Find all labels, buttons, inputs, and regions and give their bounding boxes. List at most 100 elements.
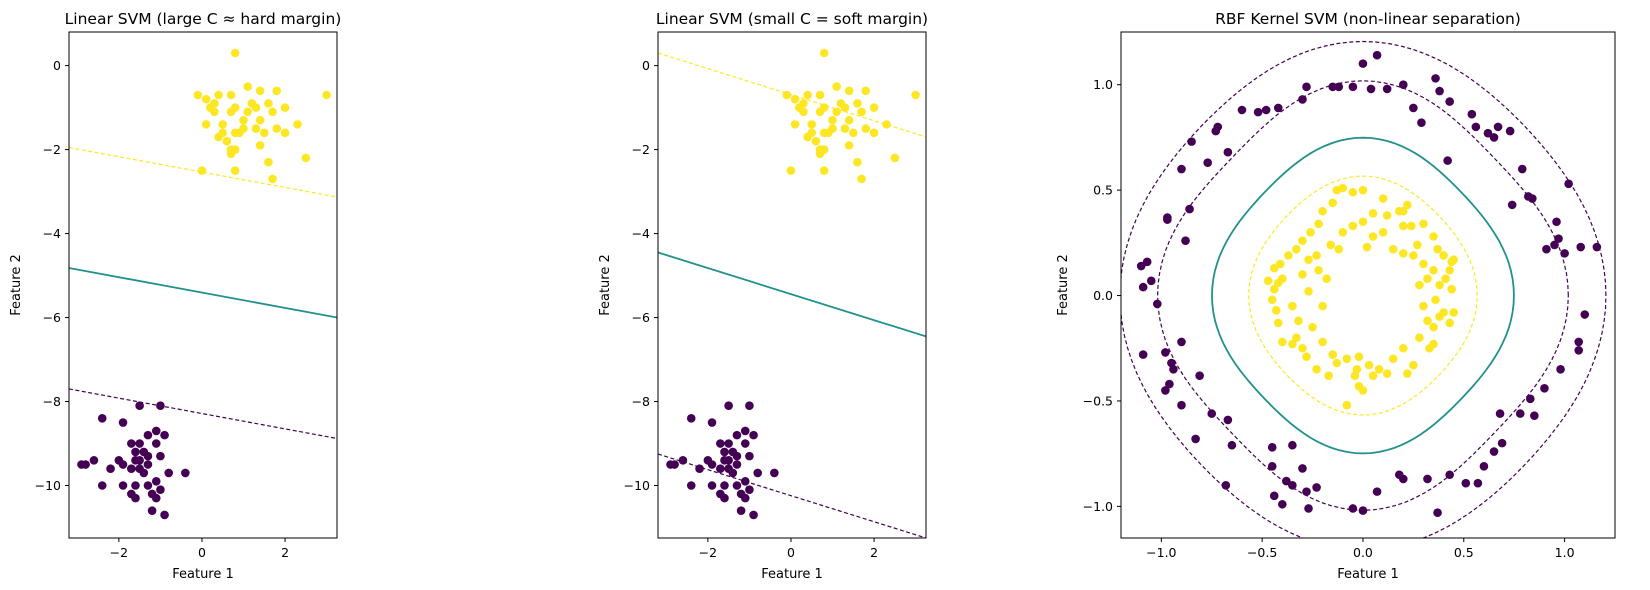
point-class1: [853, 99, 862, 108]
point-class0: [131, 481, 140, 490]
point-class1: [853, 157, 862, 167]
point-class0: [139, 468, 149, 478]
point-class1: [251, 103, 261, 112]
point-class0: [1473, 478, 1483, 488]
point-class1: [280, 103, 290, 112]
point-class0: [1552, 217, 1561, 227]
point-class1: [1318, 301, 1327, 311]
y-tick-label: −10: [35, 478, 61, 493]
point-class0: [1282, 476, 1291, 486]
point-class0: [1507, 200, 1517, 210]
point-class0: [1152, 299, 1162, 309]
y-axis-label: Feature 2: [598, 254, 613, 316]
point-class0: [1433, 508, 1442, 517]
point-class0: [97, 481, 107, 490]
point-class1: [272, 124, 282, 133]
point-class0: [143, 451, 153, 461]
point-class1: [1278, 337, 1287, 347]
point-class1: [255, 115, 265, 125]
point-class0: [1526, 394, 1535, 404]
point-class1: [832, 107, 841, 117]
point-class0: [127, 439, 136, 448]
point-class0: [1409, 103, 1418, 113]
point-class1: [786, 166, 796, 175]
point-class0: [1298, 464, 1307, 473]
point-class0: [1181, 236, 1190, 246]
point-class1: [861, 124, 871, 133]
point-class0: [770, 468, 779, 478]
point-class1: [1378, 227, 1388, 237]
point-class0: [156, 401, 165, 411]
point-class1: [1275, 259, 1285, 269]
point-class1: [1338, 183, 1348, 193]
point-class1: [1403, 369, 1412, 378]
point-class1: [1429, 265, 1438, 275]
margin-line-class0: [69, 388, 337, 440]
point-class0: [181, 468, 190, 478]
point-class0: [1304, 504, 1313, 513]
point-class1: [1273, 318, 1283, 328]
point-class0: [156, 451, 165, 461]
point-class1: [1304, 287, 1313, 296]
point-class0: [1540, 384, 1549, 393]
point-class0: [749, 430, 758, 440]
point-class0: [1169, 365, 1178, 374]
point-class0: [151, 439, 161, 448]
x-tick-label: −0.5: [1247, 545, 1277, 560]
point-class0: [745, 401, 754, 411]
point-class0: [1574, 346, 1584, 355]
point-class0: [1372, 50, 1382, 60]
point-class0: [1207, 409, 1217, 418]
point-class1: [1334, 244, 1344, 254]
x-tick-label: 0.0: [1353, 545, 1373, 560]
point-class1: [1362, 242, 1372, 252]
x-tick-label: 0: [198, 545, 206, 560]
point-class1: [911, 90, 920, 100]
point-class0: [1445, 97, 1454, 106]
chart-title: Linear SVM (large C ≈ hard margin): [65, 10, 342, 28]
point-class0: [720, 493, 729, 503]
point-class0: [1136, 261, 1146, 271]
point-class1: [1435, 312, 1444, 321]
point-class1: [861, 86, 871, 96]
point-class0: [1177, 400, 1186, 410]
point-class0: [1479, 462, 1489, 471]
point-class0: [1261, 105, 1271, 115]
x-axis-label: Feature 1: [1337, 567, 1399, 582]
point-class0: [1517, 164, 1527, 174]
panel-linear-hard: −2 0 2 −10 −8 −6 −4 −2 0 Linear SVM (large C ≈ ha…: [9, 10, 341, 582]
chart-title: Linear SVM (small C = soft margin): [656, 10, 928, 28]
y-tick-label: −4: [632, 226, 650, 241]
point-class1: [301, 153, 311, 163]
point-class0: [1177, 164, 1186, 174]
point-class1: [243, 82, 252, 91]
point-class0: [135, 456, 144, 465]
point-class1: [819, 48, 829, 58]
x-tick-label: 1.0: [1555, 545, 1575, 560]
point-class1: [1433, 244, 1442, 254]
point-class1: [1423, 316, 1432, 326]
point-class1: [1288, 301, 1297, 311]
point-class1: [1328, 350, 1338, 359]
point-class0: [1417, 118, 1426, 127]
point-class0: [740, 439, 750, 448]
point-class1: [807, 120, 817, 129]
point-class0: [1223, 415, 1233, 425]
point-class1: [1294, 316, 1303, 326]
point-class1: [890, 153, 900, 163]
point-class1: [1338, 227, 1348, 237]
point-class1: [1314, 265, 1323, 275]
point-class0: [1146, 276, 1156, 286]
panel-rbf: −1.0 −0.5 0.0 0.5 1.0 −1.0 −0.5 0.0 0.5 1.0 RBF Ke…: [1056, 10, 1616, 582]
point-class0: [143, 430, 153, 440]
point-class1: [824, 128, 833, 138]
point-class1: [268, 174, 277, 184]
y-tick-label: −2: [43, 142, 61, 157]
point-class1: [811, 136, 821, 146]
y-axis-label: Feature 2: [9, 254, 24, 316]
point-class1: [1403, 200, 1412, 210]
point-class0: [1302, 487, 1311, 496]
point-class1: [1318, 337, 1327, 347]
point-class1: [1374, 365, 1384, 374]
plot-area: [69, 146, 337, 440]
